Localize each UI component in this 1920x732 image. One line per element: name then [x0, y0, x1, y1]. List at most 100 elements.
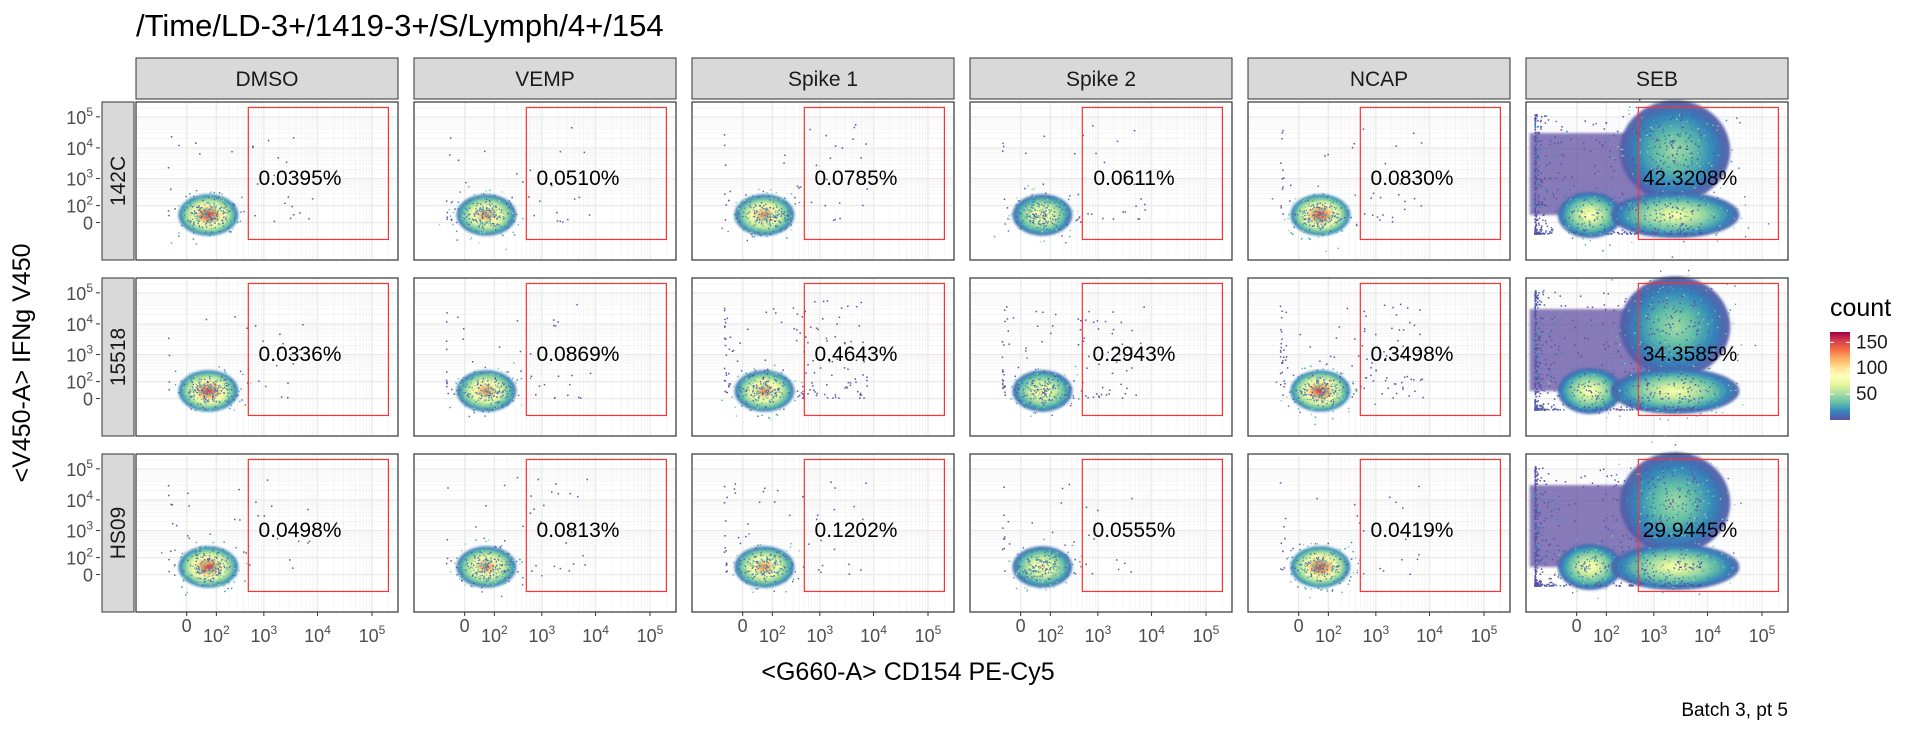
- x-tick-label: 105: [637, 623, 664, 646]
- gate-percentage: 0.0498%: [259, 519, 342, 542]
- x-tick-label: 103: [250, 623, 277, 646]
- facet-panel: 0.3498%: [1247, 277, 1511, 437]
- x-tick-label: 0: [1294, 616, 1304, 636]
- row-strip: [101, 101, 135, 261]
- y-tick-label: 102: [66, 546, 93, 569]
- density-cells: [1529, 76, 1770, 252]
- facet-panel: 0.0395%: [135, 101, 399, 261]
- gate-percentage: 0.0830%: [1371, 167, 1454, 190]
- panel-border: [1525, 277, 1789, 437]
- panel-border: [1525, 453, 1789, 613]
- panel-border: [1525, 101, 1789, 261]
- y-tick-label: 104: [66, 312, 93, 335]
- facet-panel: 0.4643%: [691, 277, 955, 437]
- x-tick-label: 105: [359, 623, 386, 646]
- panel-grid: [970, 278, 1232, 436]
- panel-border: [135, 277, 399, 437]
- density-cells: [445, 303, 592, 418]
- column-strip-label: NCAP: [1350, 68, 1408, 91]
- x-axis-ticks: 0 102 103 104 105 0 102 103 104 105 0 102 103 104 105 0…: [182, 612, 1776, 646]
- row-strips: 142C 15518 HS09: [101, 101, 135, 613]
- panel-background: [136, 278, 398, 436]
- column-strip: [135, 57, 399, 100]
- gate-rectangle: [247, 106, 389, 241]
- panel-background: [970, 278, 1232, 436]
- y-tick-label: 104: [66, 488, 93, 511]
- column-strips: DMSO VEMP Spike 1 Spike 2 NCAP SEB: [135, 57, 1789, 100]
- row-strip-label: 142C: [107, 156, 130, 206]
- x-tick-label: 0: [460, 616, 470, 636]
- x-tick-label: 0: [1016, 616, 1026, 636]
- density-cells: [1529, 435, 1742, 600]
- column-strip-label: SEB: [1636, 68, 1678, 91]
- y-tick-label: 0: [83, 214, 93, 234]
- color-legend: count 150 100 50: [1830, 294, 1891, 420]
- panel-background: [692, 454, 954, 612]
- gate-percentage: 0.0785%: [815, 167, 898, 190]
- panel-border: [413, 453, 677, 613]
- x-tick-label: 105: [915, 623, 942, 646]
- x-tick-label: 103: [1362, 623, 1389, 646]
- density-cells: [1529, 256, 1757, 421]
- x-tick-label: 102: [1037, 623, 1064, 646]
- legend-tick-label: 150: [1856, 332, 1888, 353]
- facet-panel: 34.3585%: [1525, 256, 1789, 437]
- x-tick-label: 102: [759, 623, 786, 646]
- panel-background: [414, 454, 676, 612]
- facet-panel: 0.1202%: [691, 453, 955, 613]
- gate-rectangle: [803, 282, 945, 417]
- x-tick-label: 104: [1416, 623, 1443, 646]
- column-strip: [413, 57, 677, 100]
- density-cells: [160, 479, 311, 596]
- density-cells: [438, 127, 591, 251]
- panel-background: [136, 102, 398, 260]
- gate-rectangle: [525, 106, 667, 241]
- gate-rectangle: [1081, 458, 1223, 593]
- y-tick-label: 103: [66, 343, 93, 366]
- panel-grid: [414, 278, 676, 436]
- density-cells: [1271, 128, 1423, 252]
- facet-panel: 0.2943%: [969, 277, 1233, 437]
- panel-grid: [136, 454, 398, 612]
- gate-rectangle: [1637, 106, 1779, 241]
- gate-rectangle: [1637, 282, 1779, 417]
- panel-border: [691, 277, 955, 437]
- density-cells: [1275, 303, 1424, 426]
- panel-border: [969, 101, 1233, 261]
- x-tick-label: 0: [182, 616, 192, 636]
- gate-percentage: 0.3498%: [1371, 343, 1454, 366]
- density-cells: [167, 136, 314, 245]
- panel-grid: [136, 278, 398, 436]
- column-strip-label: Spike 1: [788, 68, 858, 91]
- panel-border: [1247, 453, 1511, 613]
- column-strip: [969, 57, 1233, 100]
- gate-percentage: 0.0419%: [1371, 519, 1454, 542]
- x-tick-label: 103: [528, 623, 555, 646]
- density-cells: [721, 300, 868, 420]
- gate-rectangle: [803, 458, 945, 593]
- y-tick-label: 102: [66, 370, 93, 393]
- panel-grid: [692, 454, 954, 612]
- row-strip: [101, 453, 135, 613]
- density-cells: [721, 124, 868, 242]
- row-strip-label: 15518: [107, 328, 130, 386]
- gate-rectangle: [525, 458, 667, 593]
- panel-border: [969, 277, 1233, 437]
- facet-panel: 0.0555%: [969, 453, 1233, 613]
- column-strip: [1247, 57, 1511, 100]
- y-tick-label: 105: [66, 105, 93, 128]
- panel-border: [969, 453, 1233, 613]
- gate-percentage: 0.0611%: [1093, 167, 1174, 190]
- legend-tick-label: 50: [1856, 384, 1877, 405]
- gate-rectangle: [803, 106, 945, 241]
- gate-rectangle: [1359, 106, 1501, 241]
- facet-panel: 0.0813%: [413, 453, 677, 613]
- x-tick-label: 104: [304, 623, 331, 646]
- gate-rectangle: [525, 282, 667, 417]
- density-cells: [445, 476, 589, 598]
- panel-border: [1247, 101, 1511, 261]
- x-tick-label: 104: [860, 623, 887, 646]
- x-tick-label: 105: [1193, 623, 1220, 646]
- gate-percentage: 0.0813%: [537, 519, 620, 542]
